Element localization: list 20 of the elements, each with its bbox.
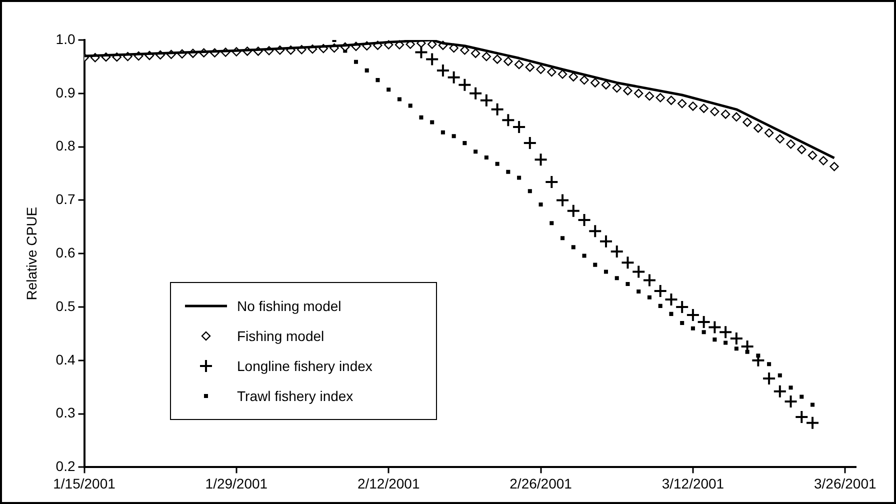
x-tick-label: 1/29/2001 bbox=[205, 475, 268, 492]
y-tick-label: 0.7 bbox=[56, 191, 76, 208]
x-tick-label: 2/12/2001 bbox=[357, 475, 420, 492]
y-tick-label: 0.8 bbox=[56, 138, 76, 154]
x-tick-label: 2/26/2001 bbox=[510, 475, 572, 492]
x-tick-label: 3/26/2001 bbox=[814, 475, 876, 492]
y-tick-label: 0.3 bbox=[56, 404, 76, 421]
y-tick-label: 0.5 bbox=[56, 298, 76, 314]
y-tick-label: 0.9 bbox=[56, 84, 76, 100]
y-tick-label: 1.0 bbox=[56, 30, 76, 47]
x-tick-label: 1/15/2001 bbox=[53, 475, 116, 492]
y-tick-label: 0.6 bbox=[56, 244, 76, 260]
legend-label: Fishing model bbox=[237, 328, 324, 344]
x-tick-label: 3/12/2001 bbox=[662, 475, 724, 492]
y-tick-label: 0.2 bbox=[56, 458, 76, 474]
legend-label: Trawl fishery index bbox=[237, 388, 354, 404]
y-tick-label: 0.4 bbox=[56, 351, 76, 368]
legend-label: No fishing model bbox=[237, 298, 342, 314]
y-axis-title: Relative CPUE bbox=[23, 206, 40, 300]
legend-label: Longline fishery index bbox=[237, 358, 372, 374]
